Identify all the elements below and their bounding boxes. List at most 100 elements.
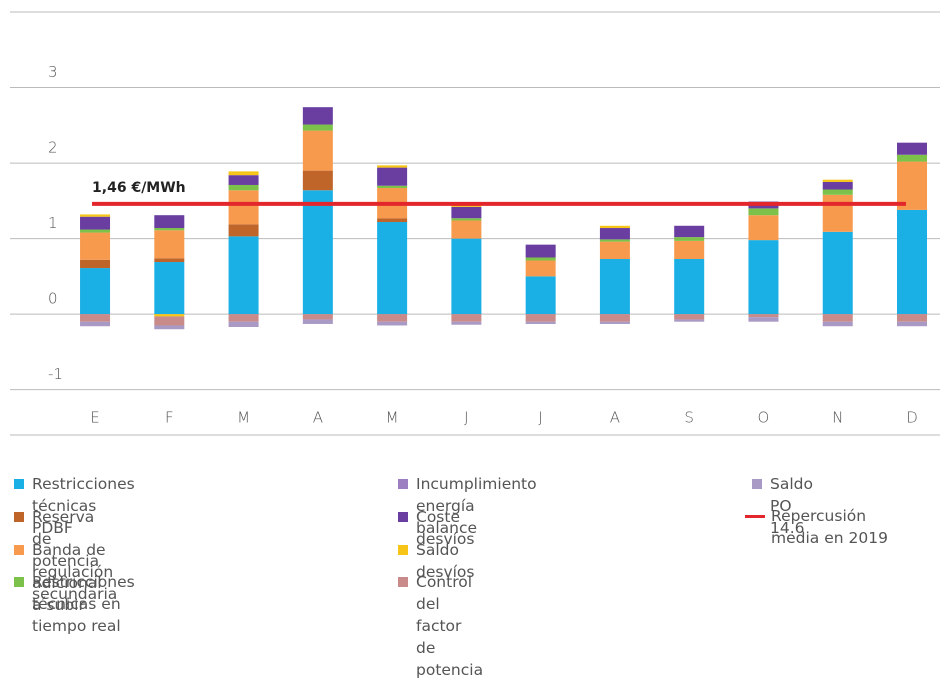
bar-segment bbox=[599, 314, 630, 322]
bar-segment bbox=[822, 179, 853, 182]
legend-item: Control del factor de potencia bbox=[398, 571, 483, 681]
bar-segment bbox=[80, 214, 111, 217]
bar-segment bbox=[302, 319, 333, 324]
bar-segment bbox=[599, 259, 630, 315]
x-tick-label: E bbox=[90, 409, 99, 427]
legend-label: Reserva de potencia adicional a subir bbox=[32, 508, 102, 614]
bar-segment bbox=[748, 317, 779, 322]
bar-segment bbox=[748, 314, 779, 318]
legend-item: Incumplimiento energía balance bbox=[398, 473, 537, 539]
legend-swatch bbox=[745, 515, 765, 518]
bar-segment bbox=[302, 130, 333, 171]
bar-segment bbox=[80, 232, 111, 260]
bar-segment bbox=[154, 262, 185, 315]
bar-segment bbox=[80, 268, 111, 315]
legend-label: Control del factor de potencia bbox=[416, 573, 484, 679]
bar-segment bbox=[599, 241, 630, 260]
bar-segment bbox=[377, 185, 408, 188]
x-tick-label: A bbox=[610, 409, 620, 427]
bar-segment bbox=[228, 236, 259, 315]
legend-swatch bbox=[14, 479, 24, 489]
bar-segment bbox=[154, 316, 185, 326]
reference-label: 1,46 €/MWh bbox=[92, 180, 186, 196]
legend-swatch bbox=[14, 512, 24, 522]
legend-item: Restricciones técnicas PDBF bbox=[14, 473, 135, 539]
bar-segment bbox=[897, 314, 928, 322]
bar-segment bbox=[302, 107, 333, 125]
bar-segment bbox=[748, 215, 779, 241]
x-tick-label: F bbox=[165, 409, 174, 427]
bar-segment bbox=[599, 321, 630, 324]
bar-segment bbox=[897, 321, 928, 327]
bar-segment bbox=[748, 240, 779, 315]
y-tick-label: 0 bbox=[48, 290, 58, 308]
bar-segment bbox=[80, 259, 111, 269]
bar-segment bbox=[525, 244, 556, 258]
legend-item: Coste desvíos bbox=[398, 506, 475, 550]
bar-segment bbox=[228, 321, 259, 327]
bar-segment bbox=[822, 194, 853, 232]
bar-segment bbox=[80, 321, 111, 327]
bar-segment bbox=[525, 260, 556, 277]
x-tick-label: D bbox=[906, 409, 918, 427]
legend-label: Repercusión media en 2019 bbox=[771, 507, 888, 547]
bar-segment bbox=[748, 208, 779, 216]
legend-item: Saldo PO 14.6 bbox=[752, 473, 813, 539]
bar-segment bbox=[154, 258, 185, 263]
bar-segment bbox=[897, 161, 928, 210]
bar-segment bbox=[80, 229, 111, 233]
y-tick-label: 3 bbox=[48, 63, 58, 81]
x-tick-label: N bbox=[832, 409, 843, 427]
bar-segment bbox=[154, 230, 185, 259]
chart: -1 0 1 2 3 E F M A M J J A S O N D 1,46 €/MWh bbox=[10, 11, 940, 436]
legend-swatch bbox=[398, 512, 408, 522]
legend-item: Repercusión media en 2019 bbox=[745, 505, 911, 549]
x-tick-label: O bbox=[758, 409, 770, 427]
bar-segment bbox=[154, 314, 185, 317]
x-tick-label: A bbox=[313, 409, 323, 427]
legend-label: Coste desvíos bbox=[416, 508, 475, 548]
bar-segment bbox=[599, 239, 630, 242]
legend-item: Restricciones técnicas en tiempo real bbox=[14, 571, 135, 637]
legend-swatch bbox=[14, 577, 24, 587]
bar-segment bbox=[822, 181, 853, 190]
page: {"chart_data": {"type": "stacked_bar", "… bbox=[10, 11, 940, 679]
bar-segment bbox=[897, 142, 928, 155]
bar-segment bbox=[154, 215, 185, 229]
legend-label: Incumplimiento energía balance bbox=[416, 475, 537, 537]
bar-segment bbox=[377, 218, 408, 222]
legend-label: Saldo desvíos bbox=[416, 541, 475, 581]
y-tick-label: -1 bbox=[48, 365, 63, 383]
bar-segment bbox=[302, 124, 333, 131]
bar-segment bbox=[228, 171, 259, 176]
bar-segment bbox=[302, 190, 333, 315]
legend-swatch bbox=[398, 577, 408, 587]
bar-segment bbox=[674, 259, 705, 315]
bar-segment bbox=[451, 220, 482, 239]
bar-segment bbox=[377, 321, 408, 326]
bar-segment bbox=[228, 175, 259, 185]
legend-label: Restricciones técnicas en tiempo real bbox=[32, 573, 135, 635]
bar-segment bbox=[80, 216, 111, 230]
x-tick-label: M bbox=[386, 409, 399, 427]
bar-segment bbox=[228, 314, 259, 322]
bar-segment bbox=[674, 240, 705, 260]
bar-segment bbox=[525, 257, 556, 261]
bar-segment bbox=[154, 325, 185, 330]
bar-segment bbox=[451, 321, 482, 325]
bar-segment bbox=[451, 218, 482, 221]
x-tick-label: S bbox=[684, 409, 694, 427]
bar-segment bbox=[377, 167, 408, 186]
bar-segment bbox=[674, 225, 705, 238]
bar-segment bbox=[377, 221, 408, 315]
x-tick-label: J bbox=[538, 409, 542, 427]
bar-segment bbox=[451, 238, 482, 315]
legend-swatch bbox=[14, 545, 24, 555]
bar-segment bbox=[302, 314, 333, 320]
bar-segment bbox=[822, 231, 853, 315]
bar-segment bbox=[228, 184, 259, 191]
legend-item: Reserva de potencia adicional a subir bbox=[14, 506, 102, 616]
bar-segment bbox=[525, 314, 556, 322]
legend-label: Restricciones técnicas PDBF bbox=[32, 475, 135, 537]
bar-segment bbox=[228, 224, 259, 237]
